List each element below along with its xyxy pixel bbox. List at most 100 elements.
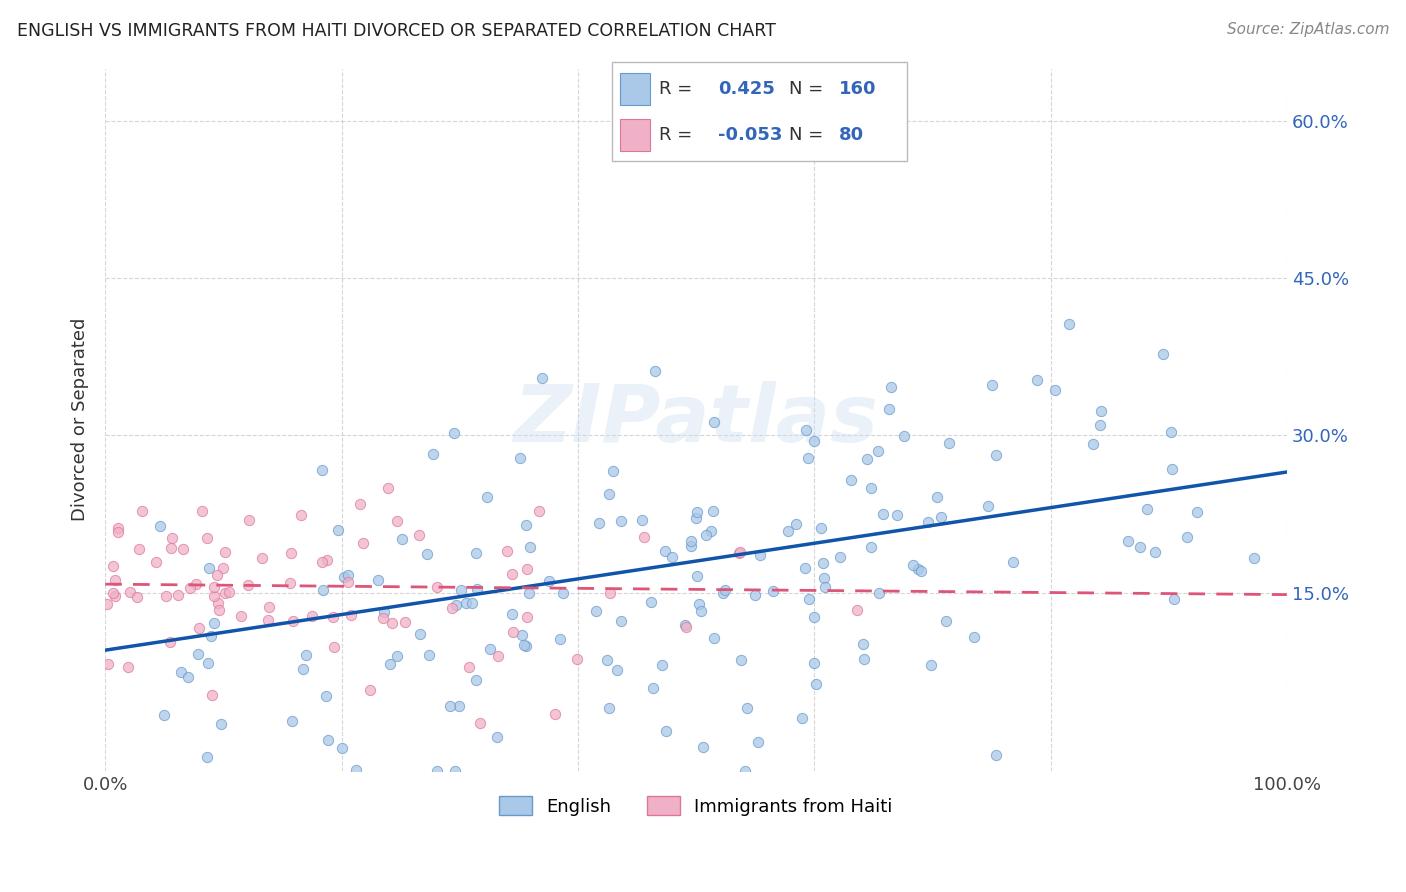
Text: 0.425: 0.425: [718, 80, 775, 98]
Point: [257, 600, 280, 615]
Point: [703, 631, 725, 645]
Point: [1163, 591, 1185, 606]
Point: [191, 504, 214, 518]
Point: [367, 574, 389, 588]
Point: [1002, 555, 1025, 569]
Text: 80: 80: [839, 126, 865, 144]
Point: [654, 723, 676, 738]
Point: [465, 673, 488, 688]
Point: [332, 569, 354, 583]
Point: [1160, 425, 1182, 440]
Point: [519, 540, 541, 554]
Point: [713, 582, 735, 597]
Point: [470, 715, 492, 730]
Point: [96, 597, 118, 611]
Point: [610, 614, 633, 628]
Point: [315, 553, 337, 567]
Point: [479, 641, 502, 656]
Point: [377, 482, 399, 496]
Point: [159, 635, 181, 649]
Point: [359, 682, 381, 697]
Point: [197, 657, 219, 671]
Text: 160: 160: [839, 80, 876, 98]
Point: [1185, 505, 1208, 519]
Point: [202, 615, 225, 630]
Point: [879, 380, 901, 394]
Point: [195, 532, 218, 546]
Point: [425, 580, 447, 594]
Point: [846, 603, 869, 617]
Point: [633, 530, 655, 544]
Point: [104, 573, 127, 587]
Point: [734, 764, 756, 778]
Point: [877, 402, 900, 417]
Point: [145, 555, 167, 569]
Point: [229, 609, 252, 624]
Point: [344, 763, 367, 777]
Point: [454, 596, 477, 610]
Point: [301, 609, 323, 624]
Point: [315, 690, 337, 704]
Point: [830, 550, 852, 565]
Point: [195, 750, 218, 764]
Point: [131, 504, 153, 518]
Point: [516, 609, 538, 624]
Point: [686, 505, 709, 519]
Point: [675, 619, 697, 633]
Point: [509, 451, 531, 466]
Text: R =: R =: [659, 126, 692, 144]
Point: [486, 648, 509, 663]
Point: [984, 448, 1007, 462]
Point: [1161, 462, 1184, 476]
Point: [925, 490, 948, 504]
Point: [610, 514, 633, 528]
Point: [205, 568, 228, 582]
Point: [467, 582, 489, 596]
Point: [394, 615, 416, 629]
Point: [778, 524, 800, 539]
Point: [544, 706, 567, 721]
Point: [120, 584, 142, 599]
Point: [209, 717, 232, 731]
Point: [935, 614, 957, 628]
Point: [1088, 417, 1111, 432]
Point: [692, 740, 714, 755]
Point: [257, 613, 280, 627]
Point: [929, 510, 952, 524]
Point: [679, 539, 702, 553]
Point: [797, 591, 820, 606]
Point: [728, 546, 751, 560]
Point: [214, 586, 236, 600]
Point: [107, 521, 129, 535]
Point: [1143, 544, 1166, 558]
Point: [201, 688, 224, 702]
Point: [1090, 403, 1112, 417]
Point: [184, 577, 207, 591]
Point: [747, 735, 769, 749]
Point: [281, 714, 304, 729]
Point: [162, 531, 184, 545]
Point: [785, 516, 807, 531]
Point: [322, 610, 344, 624]
Point: [311, 463, 333, 477]
Point: [548, 632, 571, 647]
Point: [464, 546, 486, 560]
Point: [641, 681, 664, 695]
Point: [901, 558, 924, 572]
Text: Source: ZipAtlas.com: Source: ZipAtlas.com: [1226, 22, 1389, 37]
Point: [814, 580, 837, 594]
Point: [839, 473, 862, 487]
Point: [510, 628, 533, 642]
Legend: English, Immigrants from Haiti: English, Immigrants from Haiti: [491, 788, 901, 825]
Point: [439, 698, 461, 713]
Point: [938, 436, 960, 450]
Point: [917, 516, 939, 530]
Bar: [620, 120, 650, 151]
Point: [651, 658, 673, 673]
Point: [207, 596, 229, 610]
Point: [1043, 383, 1066, 397]
Point: [128, 542, 150, 557]
Point: [730, 653, 752, 667]
Point: [735, 701, 758, 715]
Text: ENGLISH VS IMMIGRANTS FROM HAITI DIVORCED OR SEPARATED CORRELATION CHART: ENGLISH VS IMMIGRANTS FROM HAITI DIVORCE…: [17, 22, 776, 40]
